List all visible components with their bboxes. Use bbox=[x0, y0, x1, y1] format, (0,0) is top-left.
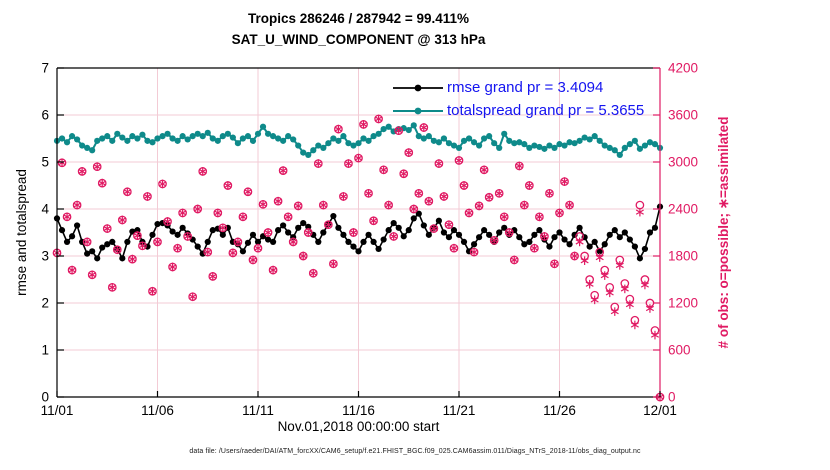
legend-label-totalspread: totalspread grand pr = 5.3655 bbox=[447, 102, 645, 119]
x-axis-label: Nov.01,2018 00:00:00 start bbox=[277, 419, 440, 434]
series-totalspread bbox=[53, 122, 664, 159]
y-right-tick-label: 3000 bbox=[668, 155, 698, 170]
y-axis-left-label: rmse and totalspread bbox=[14, 169, 29, 296]
y-axis-right-label: # of obs: o=possible; ∗=assimilated bbox=[716, 116, 731, 349]
y-left-tick-label: 4 bbox=[41, 202, 49, 217]
x-tick-label: 11/26 bbox=[543, 403, 576, 418]
y-axis-left-tick-labels: 0 1 2 3 4 5 6 7 bbox=[41, 61, 49, 405]
y-right-tick-label: 1800 bbox=[668, 249, 698, 264]
y-left-tick-label: 2 bbox=[41, 296, 49, 311]
y-right-tick-label: 1200 bbox=[668, 296, 698, 311]
y-left-tick-label: 1 bbox=[41, 343, 49, 358]
y-left-tick-label: 7 bbox=[41, 61, 49, 76]
series-obs-markers bbox=[52, 114, 665, 402]
totalspread-line-marker-icon bbox=[393, 107, 443, 114]
plot-title: Tropics 286246 / 287942 = 99.411% SAT_U_… bbox=[57, 8, 660, 50]
y-right-tick-label: 600 bbox=[668, 343, 691, 358]
x-tick-label: 11/21 bbox=[443, 403, 476, 418]
y-left-tick-label: 3 bbox=[41, 249, 49, 264]
x-tick-label: 11/01 bbox=[41, 403, 74, 418]
rmse-line-marker-icon bbox=[393, 84, 443, 91]
axis-ticks bbox=[56, 67, 661, 398]
y-right-tick-label: 3600 bbox=[668, 108, 698, 123]
x-tick-label: 11/06 bbox=[141, 403, 174, 418]
data-file-path: data file: /Users/raeder/DAI/ATM_forcXX/… bbox=[189, 448, 641, 455]
x-tick-label: 11/16 bbox=[342, 403, 375, 418]
y-left-tick-label: 0 bbox=[41, 390, 49, 405]
x-tick-label: 11/11 bbox=[242, 403, 274, 418]
title-line-variable: SAT_U_WIND_COMPONENT @ 313 hPa bbox=[231, 32, 486, 47]
x-axis-tick-labels: 11/01 11/06 11/11 11/16 11/21 11/26 12/01 bbox=[41, 403, 677, 418]
series-rmse bbox=[53, 203, 664, 262]
y-left-tick-label: 5 bbox=[41, 155, 49, 170]
legend-entry-rmse: rmse grand pr = 3.4094 bbox=[392, 76, 644, 99]
x-tick-label: 12/01 bbox=[643, 403, 677, 418]
y-right-tick-label: 2400 bbox=[668, 202, 698, 217]
title-line-region-stats: Tropics 286246 / 287942 = 99.411% bbox=[247, 11, 470, 26]
legend-label-rmse: rmse grand pr = 3.4094 bbox=[447, 79, 604, 96]
legend: rmse grand pr = 3.4094 totalspread grand… bbox=[392, 76, 644, 122]
y-left-tick-label: 6 bbox=[41, 108, 49, 123]
y-right-tick-label: 0 bbox=[668, 390, 676, 405]
y-right-tick-label: 4200 bbox=[668, 61, 698, 76]
legend-entry-totalspread: totalspread grand pr = 5.3655 bbox=[392, 99, 644, 122]
y-axis-right-tick-labels: 0 600 1200 1800 2400 3000 3600 4200 bbox=[668, 61, 698, 405]
